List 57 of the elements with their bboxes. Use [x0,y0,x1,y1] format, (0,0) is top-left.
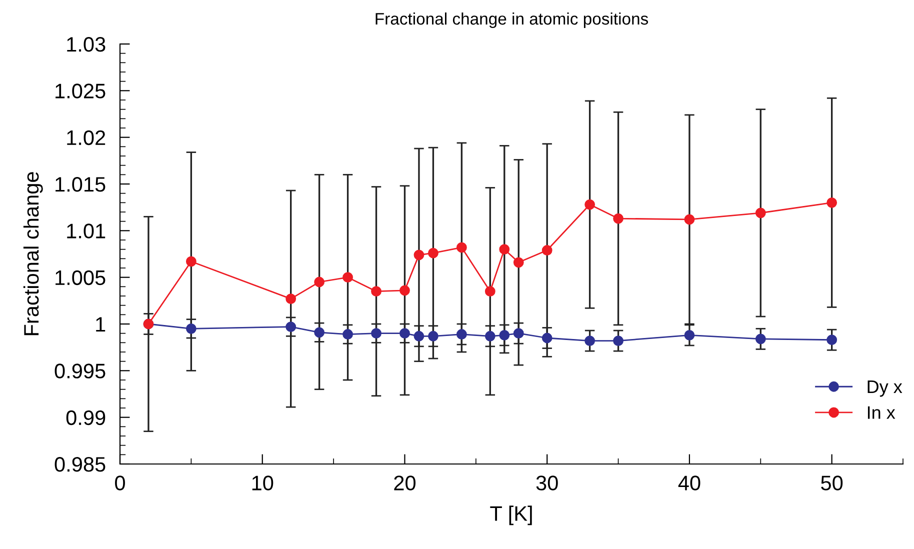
y-tick-label: 1.02 [67,130,106,146]
point [414,330,424,342]
point [186,323,196,334]
point [755,334,766,344]
point [186,256,196,267]
point [314,276,325,288]
x-tick-label: 50 [821,476,843,490]
y-tick-label: 0.985 [54,457,106,472]
point [684,330,695,340]
point [484,286,496,297]
point [400,285,410,296]
point [342,329,353,340]
point [342,272,353,283]
point [584,199,596,210]
x-axis-title: T [K] [490,506,532,526]
y-tick-label: 1 [96,317,106,332]
point [428,330,438,342]
point [371,328,382,339]
y-tick-label: 0.99 [66,410,106,426]
point [414,250,424,260]
point [499,244,510,255]
x-tick-label: 0 [115,476,125,490]
point [542,245,552,256]
legend-label: In x [868,406,896,419]
x-tick-label: 40 [678,476,700,490]
x-tick-label: 10 [252,476,274,490]
y-tick-label: 1.01 [67,224,106,238]
point [499,330,510,340]
point [371,286,382,297]
point [613,336,624,346]
y-tick-label: 1.03 [67,37,106,52]
point [684,214,695,225]
y-tick-label: 0.995 [54,364,106,378]
x-tick-label: 30 [536,476,558,490]
point [613,213,624,224]
x-tick-label: 20 [394,476,416,490]
legend-label: Dy x [868,380,902,397]
point [286,294,296,304]
point [456,329,467,340]
y-tick-label: 1.005 [56,270,106,286]
y-axis-title: Fractional change [23,172,43,336]
point [400,328,410,339]
y-tick-label: 1.015 [56,177,106,192]
point [286,322,296,332]
point [826,334,838,346]
point [542,332,552,344]
point [826,197,838,208]
point [584,336,596,346]
point [314,327,325,338]
point [755,208,766,218]
point [513,328,524,339]
y-tick-label: 1.025 [56,84,106,98]
point [484,330,496,342]
point [428,248,438,258]
point [513,257,524,268]
point [456,242,467,253]
chart-title: Fractional change in atomic positions [376,12,648,28]
